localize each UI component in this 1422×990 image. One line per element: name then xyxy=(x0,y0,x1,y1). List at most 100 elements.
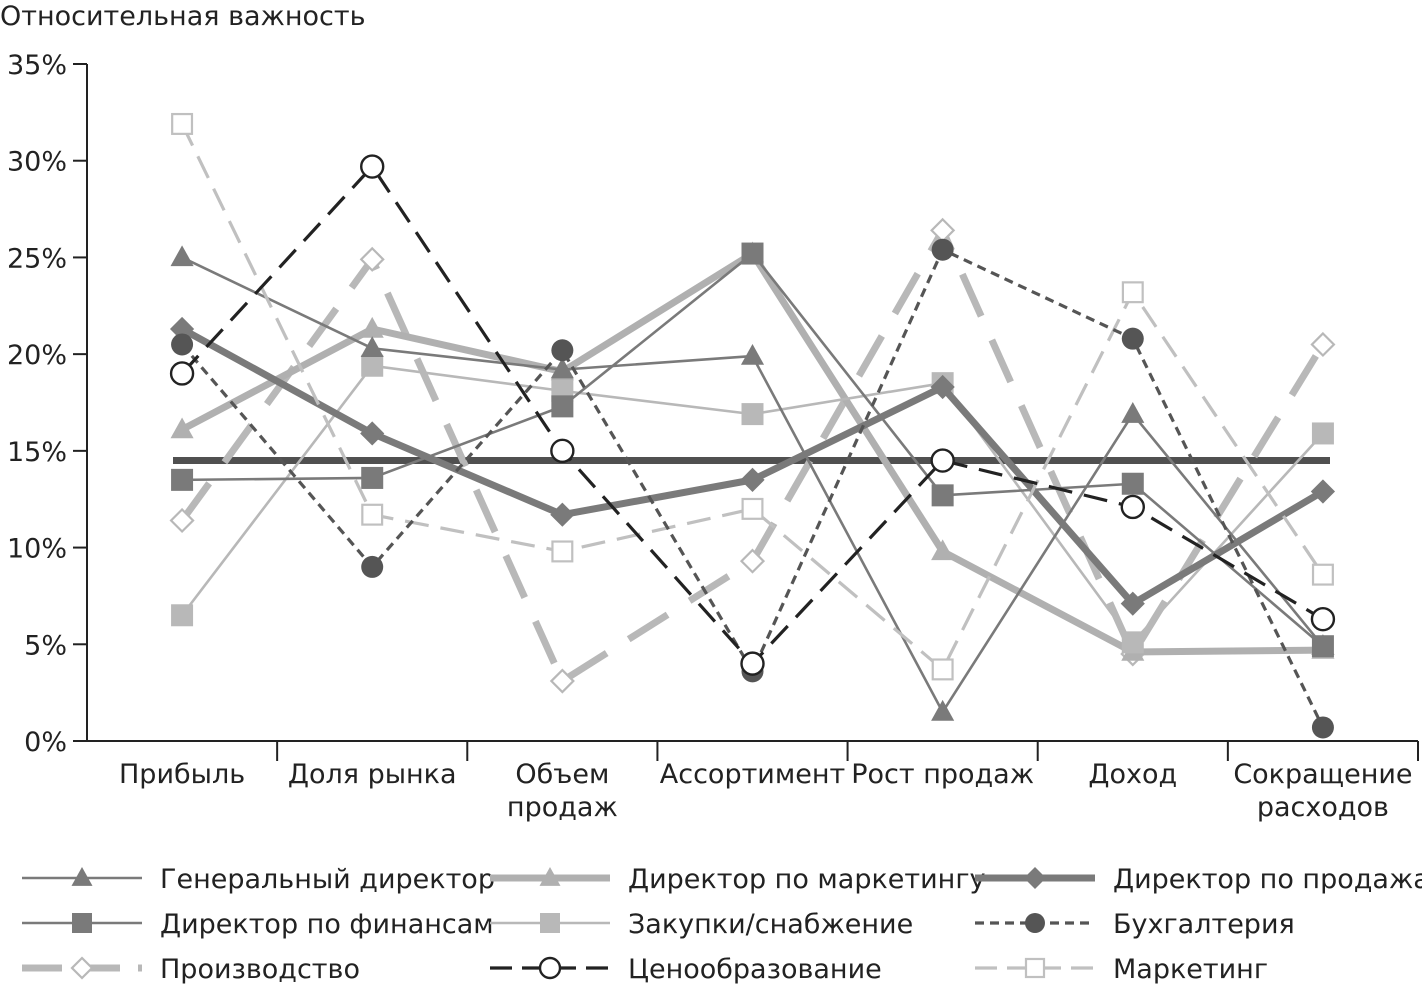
circle-marker xyxy=(171,333,194,356)
square-marker xyxy=(72,913,92,933)
legend-label: Директор по финансам xyxy=(160,909,494,940)
circle-marker xyxy=(1311,716,1334,739)
square-marker xyxy=(361,354,384,377)
open-square-marker xyxy=(741,497,764,520)
open-square-marker xyxy=(1024,957,1046,979)
y-tick-label: 0% xyxy=(24,727,67,758)
series-line xyxy=(182,252,1324,648)
triangle-marker xyxy=(931,539,955,561)
triangle-marker xyxy=(550,357,574,379)
legend-item: Закупки/снабжение xyxy=(490,909,913,940)
series-6 xyxy=(169,154,1336,676)
open-square-marker xyxy=(1121,281,1144,304)
open-circle-marker xyxy=(1310,606,1336,632)
open-circle-marker xyxy=(538,956,562,980)
y-axis-ticks: 0% 5% 10% 15% 20% 25% 30% 35% xyxy=(7,50,87,758)
square-marker xyxy=(540,913,560,933)
legend-item: Маркетинг xyxy=(975,954,1268,985)
legend-label: Ценообразование xyxy=(628,954,882,985)
y-tick-label: 25% xyxy=(7,243,67,274)
series-2 xyxy=(171,242,1334,658)
square-marker xyxy=(171,604,194,627)
square-marker xyxy=(741,242,764,265)
legend-item: Производство xyxy=(22,954,360,985)
square-marker xyxy=(1121,472,1144,495)
legend-label: Директор по маркетингу xyxy=(628,864,986,895)
y-tick-label: 30% xyxy=(7,147,67,178)
square-marker xyxy=(741,403,764,426)
x-category-label: Сокращение xyxy=(1233,759,1412,790)
y-tick-label: 10% xyxy=(7,534,67,565)
open-diamond-marker xyxy=(359,246,385,272)
legend-item: Ценообразование xyxy=(490,954,882,985)
open-diamond-marker xyxy=(739,548,766,574)
circle-marker xyxy=(1025,913,1045,933)
legend-item: Генеральный директор xyxy=(22,864,495,895)
triangle-marker xyxy=(360,316,384,338)
square-marker xyxy=(1121,631,1144,654)
legend-item: Директор по маркетингу xyxy=(490,864,986,895)
triangle-marker xyxy=(740,343,765,365)
diamond-marker xyxy=(550,502,575,527)
series-9 xyxy=(171,112,1334,681)
series-line xyxy=(180,123,1325,672)
circle-marker xyxy=(931,238,954,261)
triangle-marker xyxy=(931,699,955,721)
diamond-marker xyxy=(930,374,955,400)
x-category-label: Объем xyxy=(515,759,609,790)
triangle-marker xyxy=(170,417,194,439)
legend-label: Генеральный директор xyxy=(160,864,495,895)
square-marker xyxy=(1311,422,1334,445)
triangle-marker xyxy=(170,245,194,267)
open-diamond-marker xyxy=(549,668,575,694)
diamond-marker xyxy=(740,467,765,492)
diamond-marker xyxy=(360,421,385,446)
x-category-label: Рост продаж xyxy=(851,759,1034,790)
open-diamond-marker xyxy=(70,956,94,980)
legend-label: Производство xyxy=(160,954,360,985)
diamond-marker xyxy=(169,316,195,342)
legend-label: Закупки/снабжение xyxy=(628,909,913,940)
legend-label: Директор по продажам xyxy=(1113,864,1422,895)
axes xyxy=(86,64,1419,761)
diamond-marker xyxy=(1120,591,1145,616)
x-category-label: Ассортимент xyxy=(660,759,845,790)
y-axis-label: Относительная важность xyxy=(0,1,366,32)
square-marker xyxy=(931,484,954,507)
triangle-marker xyxy=(539,867,561,886)
triangle-marker xyxy=(1121,402,1145,423)
open-circle-marker xyxy=(740,651,765,676)
series-lines xyxy=(169,112,1336,739)
legend-item: Директор по финансам xyxy=(22,909,494,940)
series-8 xyxy=(171,238,1334,739)
x-category-label: расходов xyxy=(1257,792,1389,823)
open-circle-marker xyxy=(930,448,955,473)
y-tick-label: 35% xyxy=(7,50,67,81)
x-category-label: Доход xyxy=(1088,759,1177,790)
open-circle-marker xyxy=(1120,494,1145,520)
open-circle-marker xyxy=(169,361,195,386)
square-marker xyxy=(551,395,574,418)
square-marker xyxy=(1311,635,1334,658)
legend-item: Директор по продажам xyxy=(975,864,1422,895)
y-tick-label: 15% xyxy=(7,437,67,468)
open-square-marker xyxy=(361,503,384,526)
series-3 xyxy=(169,217,1336,694)
legend: Генеральный директор Директор по финансам… xyxy=(22,864,1422,985)
open-circle-marker xyxy=(550,438,575,464)
triangle-marker xyxy=(71,867,93,886)
open-diamond-marker xyxy=(1310,331,1336,358)
y-tick-label: 5% xyxy=(24,630,67,661)
y-tick-label: 20% xyxy=(7,340,67,371)
series-4 xyxy=(170,241,1335,661)
circle-marker xyxy=(1121,327,1144,350)
legend-label: Маркетинг xyxy=(1113,954,1268,985)
legend-item: Бухгалтерия xyxy=(975,909,1295,940)
open-square-marker xyxy=(551,540,574,563)
triangle-marker xyxy=(360,336,384,358)
diamond-marker xyxy=(1024,867,1046,889)
square-marker xyxy=(171,468,194,491)
square-marker xyxy=(361,466,384,489)
